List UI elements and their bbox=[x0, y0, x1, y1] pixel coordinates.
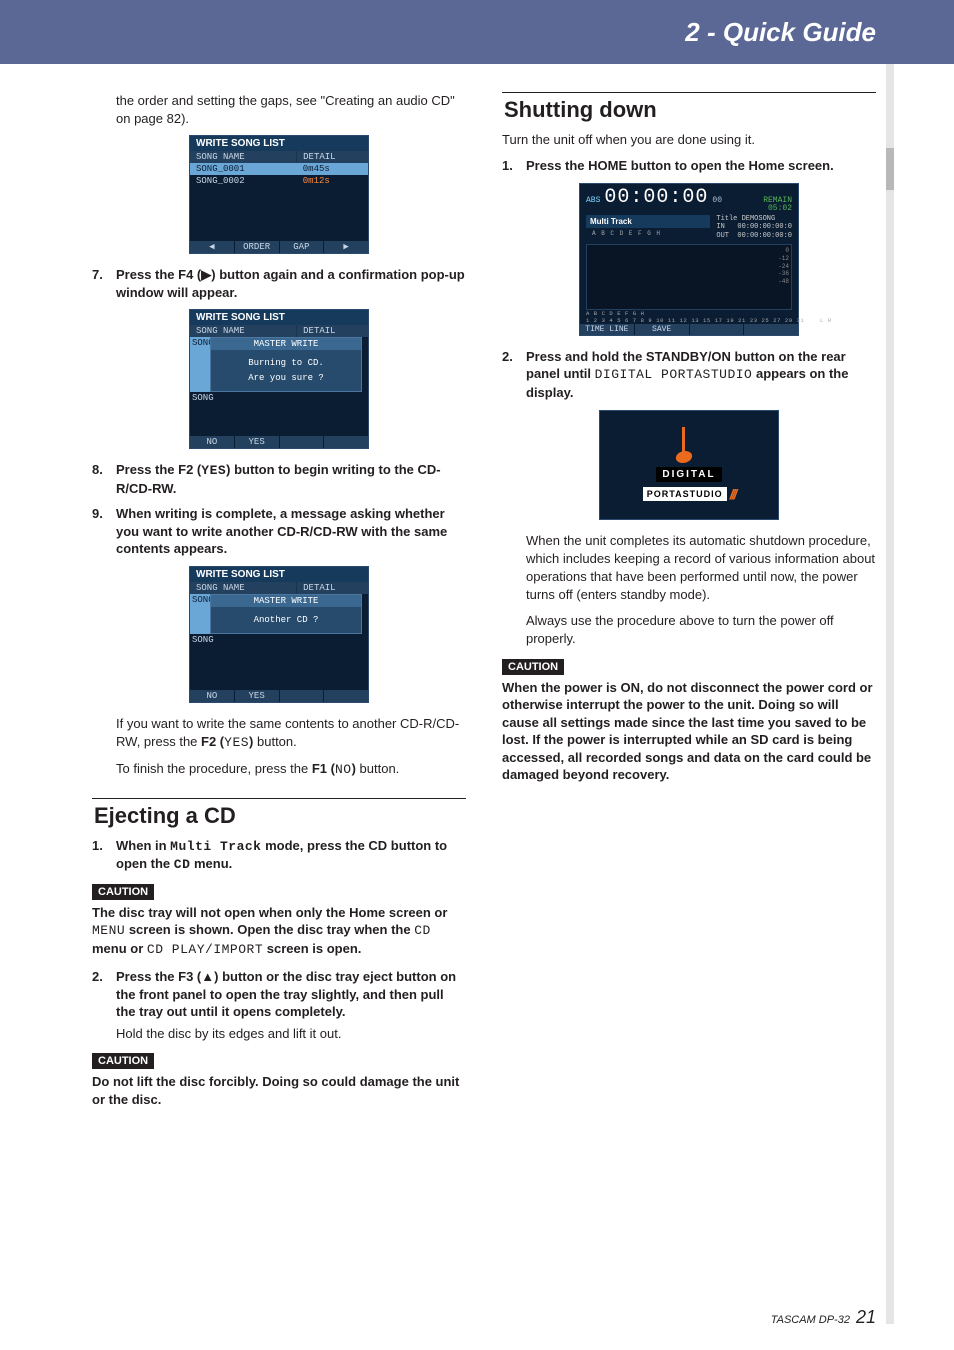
page-number: 21 bbox=[856, 1307, 876, 1328]
timecode: 00:00:00 bbox=[604, 186, 708, 209]
splash-digital: DIGITAL bbox=[656, 467, 721, 482]
song-detail: 0m12s bbox=[297, 175, 368, 187]
popup-title: MASTER WRITE bbox=[211, 338, 361, 350]
caution-label: CAUTION bbox=[92, 884, 154, 900]
body-text: To finish the procedure, press the F1 (N… bbox=[116, 760, 466, 779]
step-8: 8. Press the F2 (YES) button to begin wr… bbox=[92, 461, 466, 497]
section-title-ejecting: Ejecting a CD bbox=[94, 803, 466, 829]
chapter-header: 2 - Quick Guide bbox=[0, 0, 954, 64]
song-name: SONG_0001 bbox=[190, 163, 297, 175]
section-title-shutting-down: Shutting down bbox=[504, 97, 876, 123]
col-header: SONG NAME bbox=[190, 582, 297, 594]
eject-step-2: 2. Press the F3 (▲) button or the disc t… bbox=[92, 968, 466, 1043]
io-info: Title DEMOSONG IN 00:00:00:00:0 OUT 00:0… bbox=[716, 215, 792, 240]
home-screen-screenshot: ABS 00:00:00 00 REMAIN05:02 Multi Track … bbox=[579, 183, 799, 336]
soft-button: ▶ bbox=[324, 241, 368, 253]
caution-text: The disc tray will not open when only th… bbox=[92, 904, 466, 959]
eject-step-1: 1. When in Multi Track mode, press the C… bbox=[92, 837, 466, 874]
splash-slashes: /// bbox=[730, 486, 736, 502]
col-header: SONG NAME bbox=[190, 151, 297, 163]
step-number: 1. bbox=[92, 837, 103, 855]
footer-model: TASCAM DP-32 bbox=[771, 1314, 850, 1326]
write-song-list-screenshot-1: WRITE SONG LIST SONG NAME DETAIL SONG_00… bbox=[189, 135, 369, 254]
timecode-sub: 00 bbox=[712, 196, 722, 205]
soft-button: GAP bbox=[280, 241, 325, 253]
col-header: DETAIL bbox=[297, 582, 368, 594]
soft-button: SAVE bbox=[635, 324, 690, 335]
shutdown-step-1: 1. Press the HOME button to open the Hom… bbox=[502, 157, 876, 175]
screenshot-title: WRITE SONG LIST bbox=[190, 136, 368, 151]
page-edge-tab bbox=[886, 64, 894, 1324]
body-text: When the unit completes its automatic sh… bbox=[526, 532, 876, 605]
step-9: 9. When writing is complete, a message a… bbox=[92, 505, 466, 558]
soft-button: NO bbox=[190, 690, 235, 702]
shutdown-step-2: 2. Press and hold the STANDBY/ON button … bbox=[502, 348, 876, 402]
body-text: If you want to write the same contents t… bbox=[116, 715, 466, 752]
soft-button bbox=[690, 324, 745, 335]
page-footer: TASCAM DP-32 21 bbox=[771, 1307, 876, 1328]
body-text: Always use the procedure above to turn t… bbox=[526, 612, 876, 648]
body-text: Hold the disc by its edges and lift it o… bbox=[116, 1025, 466, 1043]
step-number: 1. bbox=[502, 157, 513, 175]
soft-button bbox=[324, 436, 368, 448]
eject-icon: ▲ bbox=[201, 969, 214, 984]
mode-badge: Multi Track bbox=[586, 215, 710, 228]
remain-value: 05:02 bbox=[768, 204, 792, 213]
col-header: DETAIL bbox=[297, 325, 368, 337]
left-column: the order and setting the gaps, see "Cre… bbox=[92, 92, 466, 1118]
soft-button bbox=[280, 690, 325, 702]
step-number: 8. bbox=[92, 461, 103, 479]
soft-button bbox=[280, 436, 325, 448]
step-7: 7. Press the F4 (▶) button again and a c… bbox=[92, 266, 466, 301]
popup-title: MASTER WRITE bbox=[211, 595, 361, 607]
col-header: SONG NAME bbox=[190, 325, 297, 337]
step-number: 2. bbox=[502, 348, 513, 366]
caution-label: CAUTION bbox=[502, 659, 564, 675]
screenshot-title: WRITE SONG LIST bbox=[190, 310, 368, 325]
music-note-icon bbox=[676, 427, 702, 463]
popup-line: Are you sure ? bbox=[211, 371, 361, 385]
intro-text: Turn the unit off when you are done usin… bbox=[502, 131, 876, 149]
popup-line: Another CD ? bbox=[211, 613, 361, 627]
right-column: Shutting down Turn the unit off when you… bbox=[502, 92, 876, 1118]
soft-button: NO bbox=[190, 436, 235, 448]
step-number: 7. bbox=[92, 266, 103, 284]
soft-button: ◀ bbox=[190, 241, 235, 253]
step-number: 2. bbox=[92, 968, 103, 986]
soft-button bbox=[744, 324, 798, 335]
song-detail: 0m45s bbox=[297, 163, 368, 175]
section-divider bbox=[92, 798, 466, 799]
col-header: DETAIL bbox=[297, 151, 368, 163]
chapter-title: 2 - Quick Guide bbox=[685, 17, 876, 48]
caution-text: Do not lift the disc forcibly. Doing so … bbox=[92, 1073, 466, 1108]
popup-line: Burning to CD. bbox=[211, 356, 361, 370]
splash-screen-screenshot: DIGITAL PORTASTUDIO /// bbox=[599, 410, 779, 520]
write-song-list-screenshot-2: WRITE SONG LIST SONG NAME DETAIL SONG MA… bbox=[189, 309, 369, 449]
soft-button: YES bbox=[235, 436, 280, 448]
section-divider bbox=[502, 92, 876, 93]
abs-label: ABS bbox=[586, 196, 600, 205]
splash-portastudio: PORTASTUDIO bbox=[643, 487, 727, 501]
level-meters: 0 -12 -24 -36 -48 bbox=[586, 244, 792, 310]
continuation-text: the order and setting the gaps, see "Cre… bbox=[92, 92, 466, 127]
song-name: SONG_0002 bbox=[190, 175, 297, 187]
caution-label: CAUTION bbox=[92, 1053, 154, 1069]
track-labels: A B C D E F G H 1 2 3 4 5 6 7 8 9 10 11 … bbox=[580, 310, 798, 324]
soft-button: TIME LINE bbox=[580, 324, 635, 335]
soft-button bbox=[324, 690, 368, 702]
meter-scale: 0 -12 -24 -36 -48 bbox=[778, 247, 789, 286]
soft-button: YES bbox=[235, 690, 280, 702]
play-icon: ▶ bbox=[201, 267, 211, 282]
step-number: 9. bbox=[92, 505, 103, 523]
input-labels: A B C D E F G H bbox=[586, 230, 710, 237]
write-song-list-screenshot-3: WRITE SONG LIST SONG NAME DETAIL SONG MA… bbox=[189, 566, 369, 703]
soft-button: ORDER bbox=[235, 241, 280, 253]
screenshot-title: WRITE SONG LIST bbox=[190, 567, 368, 582]
caution-text: When the power is ON, do not disconnect … bbox=[502, 679, 876, 784]
